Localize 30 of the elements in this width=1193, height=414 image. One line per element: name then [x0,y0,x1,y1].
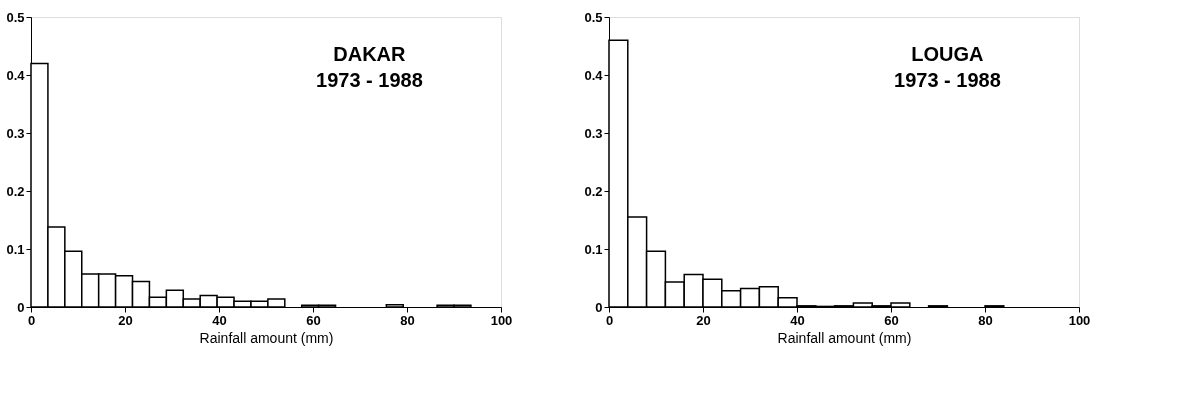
y-tick-label: 0.4 [584,67,604,83]
y-tick-label: 0.4 [6,67,26,83]
y-tick-label: 0.5 [584,9,603,25]
y-tick-label: 0.1 [584,241,603,257]
x-tick-label: 60 [884,312,899,328]
x-axis-title: Rainfall amount (mm) [199,329,334,346]
y-tick-label: 0.3 [584,125,603,141]
annotation: 1973 - 1988 [894,69,1001,91]
x-tick-label: 20 [118,312,133,328]
y-tick-label: 0.2 [584,183,603,199]
annotation: 1973 - 1988 [316,69,423,91]
x-tick-label: 80 [400,312,415,328]
x-tick-label: 0 [27,312,36,328]
x-tick-label: 40 [212,312,227,328]
y-tick-label: 0.1 [6,241,25,257]
x-tick-label: 100 [490,312,513,328]
x-tick-label: 40 [790,312,805,328]
annotation: DAKAR [333,43,407,65]
x-tick-label: 60 [306,312,321,328]
x-axis-title: Rainfall amount (mm) [777,329,912,346]
y-tick-label: 0.5 [6,9,25,25]
y-tick-label: 0 [595,299,603,315]
x-tick-label: 80 [978,312,993,328]
x-tick-label: 0 [605,312,614,328]
x-tick-label: 100 [1068,312,1091,328]
annotation: LOUGA [911,43,984,65]
y-tick-label: 0.2 [6,183,25,199]
y-tick-label: 0.3 [6,125,25,141]
x-tick-label: 20 [696,312,711,328]
y-tick-label: 0 [17,299,25,315]
